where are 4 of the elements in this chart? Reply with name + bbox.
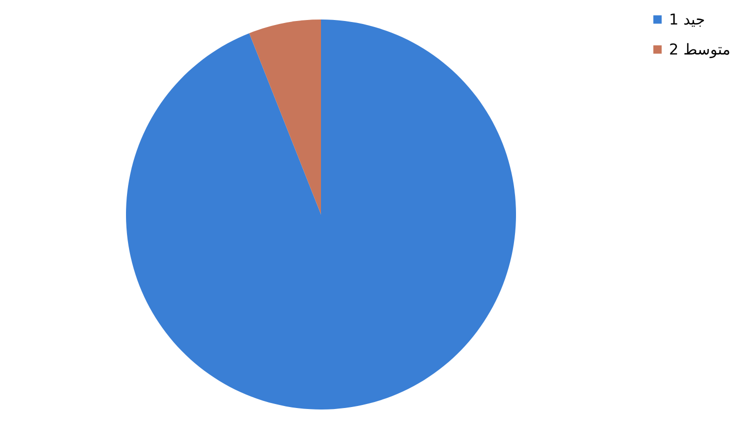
legend-label: 1 جيد xyxy=(669,10,705,28)
pie-slice xyxy=(126,20,516,410)
legend-label: 2 متوسط xyxy=(669,40,730,58)
pie-slice xyxy=(249,20,321,214)
